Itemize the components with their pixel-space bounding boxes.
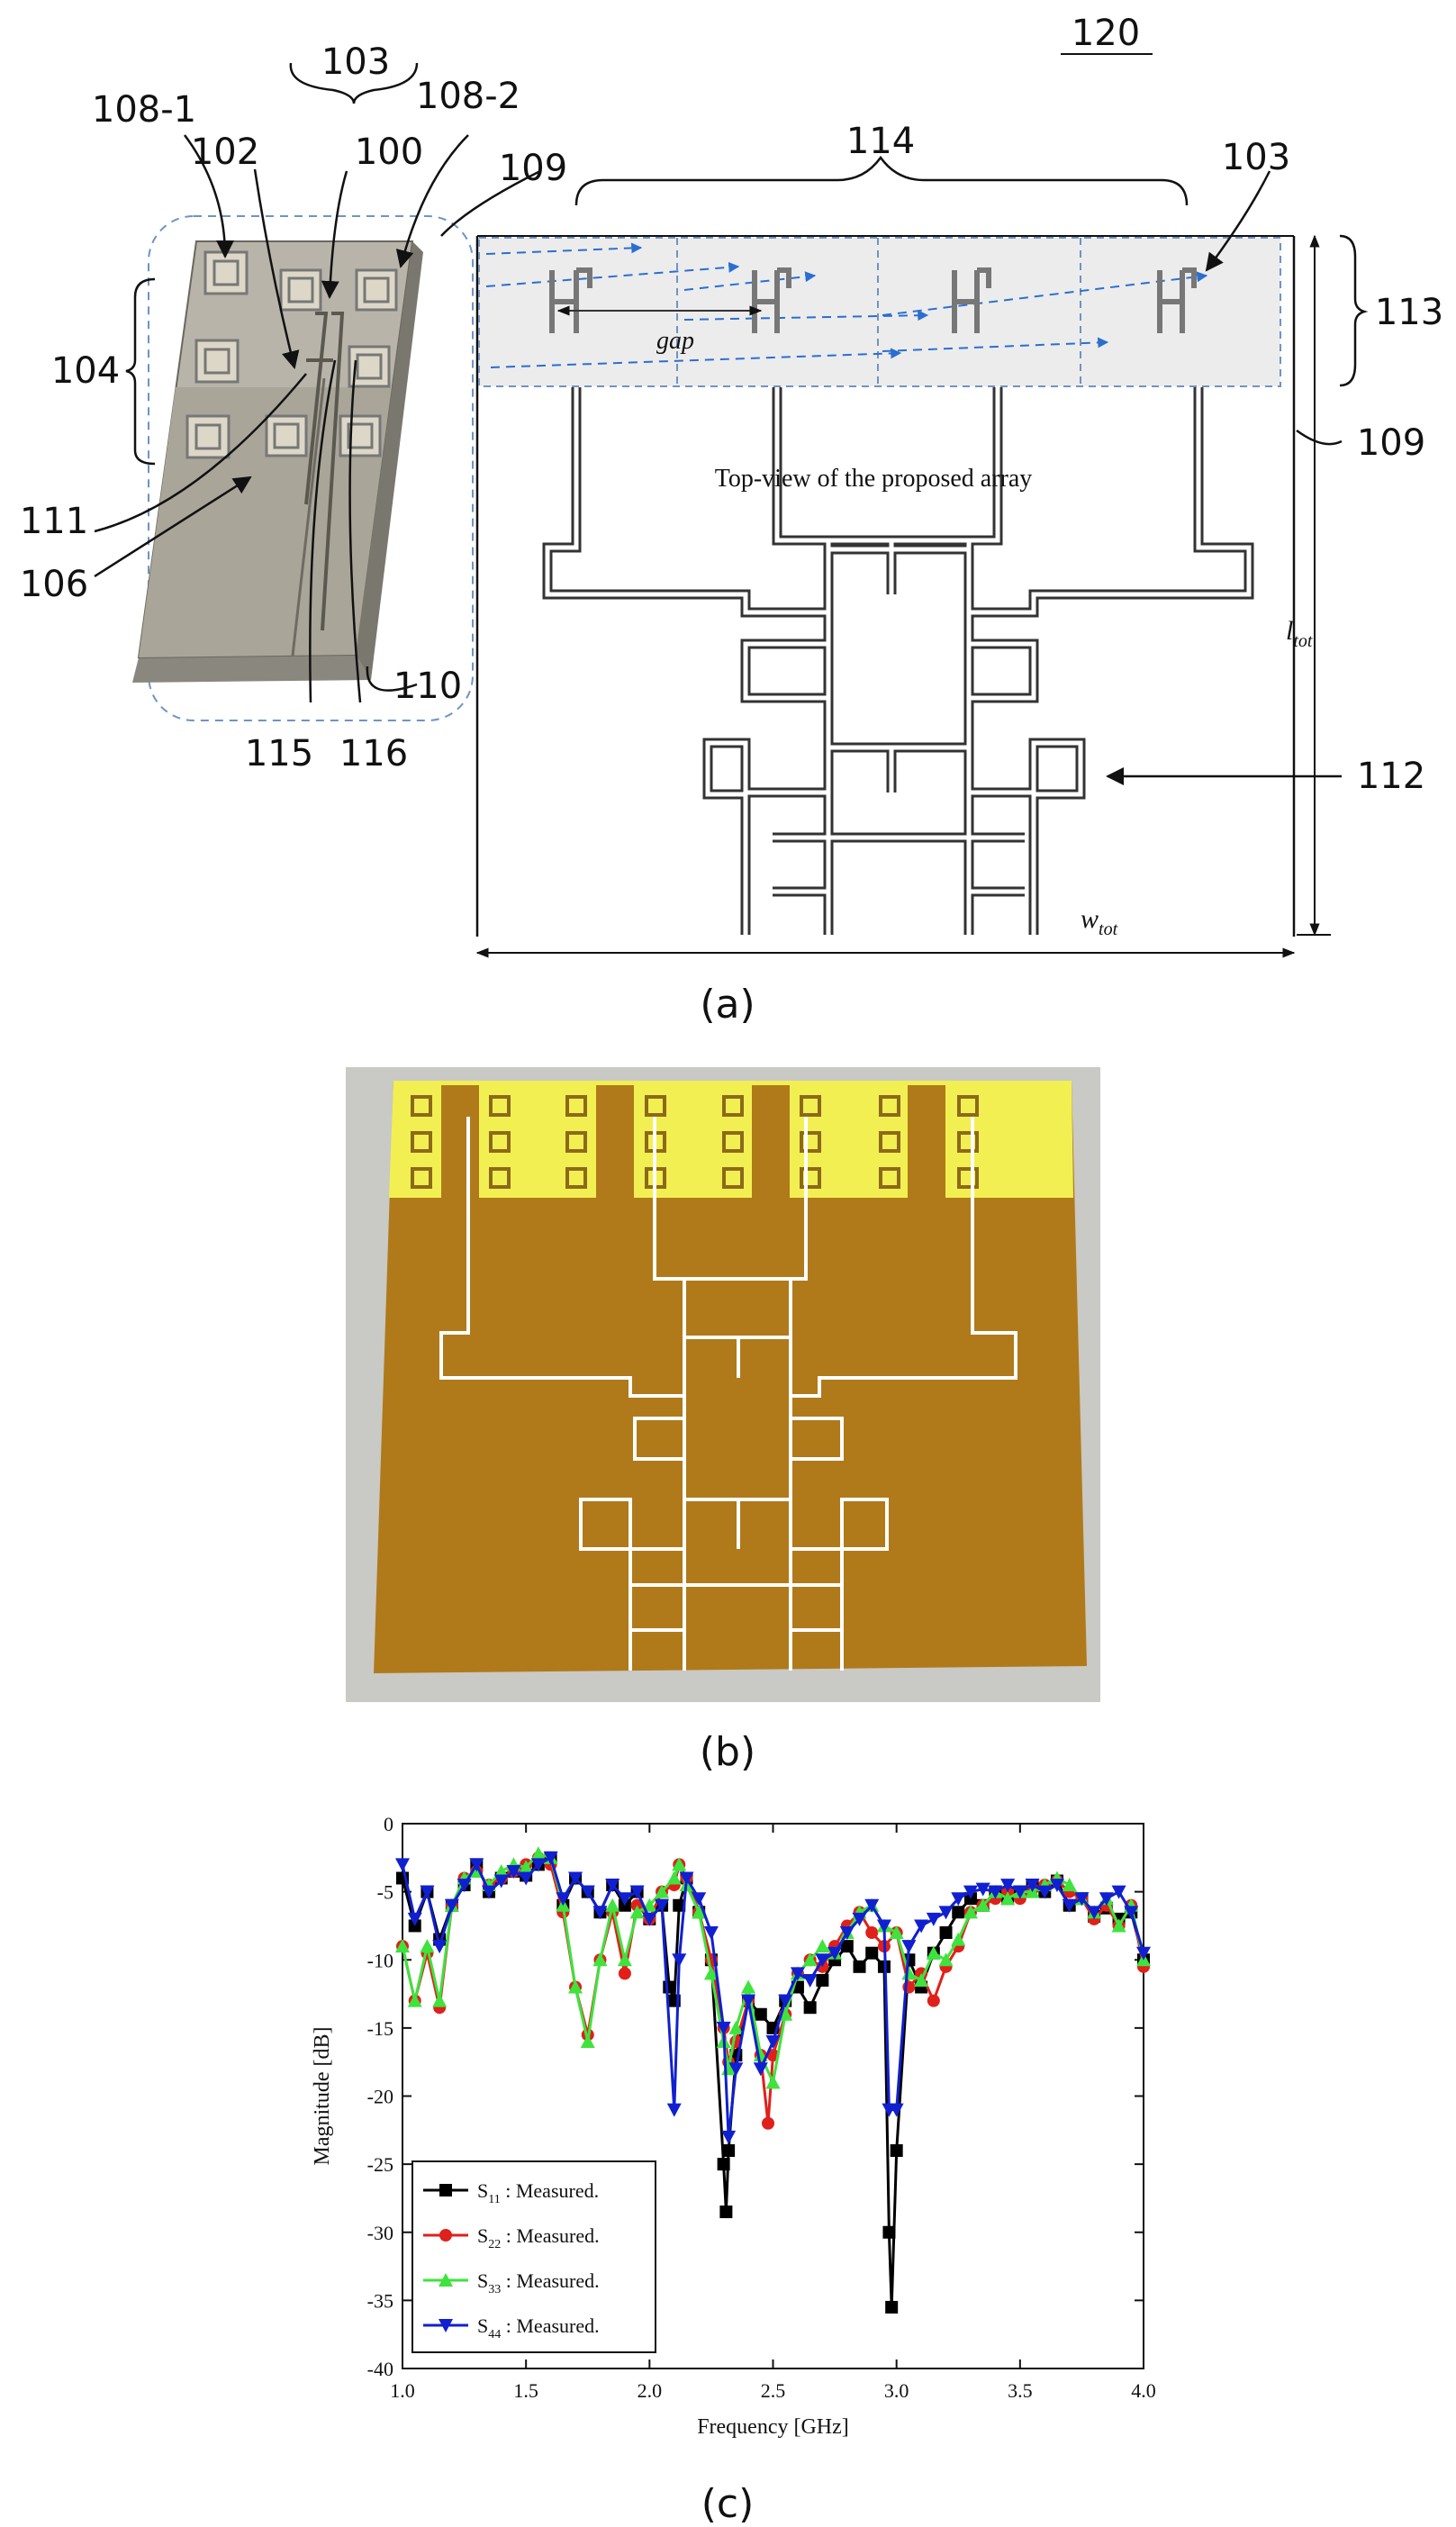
data-point-s11: [663, 1981, 675, 1994]
legend-marker-s11: [439, 2184, 452, 2196]
wtot-label: wtot: [1081, 904, 1118, 939]
ref-114: 114: [846, 121, 915, 162]
x-tick-label: 3.5: [1008, 2379, 1033, 2402]
ref-106: 106: [20, 564, 88, 605]
x-tick-label: 1.0: [390, 2379, 415, 2402]
data-point-s11: [882, 2226, 895, 2239]
ref-116: 116: [339, 733, 408, 774]
data-point-s11: [885, 2301, 898, 2314]
data-point-s11: [718, 2158, 730, 2170]
data-point-s11: [940, 1926, 953, 1939]
ltot-label: ltot: [1286, 616, 1313, 651]
data-point-s11: [722, 2144, 735, 2157]
ref-103-top: 103: [321, 41, 390, 83]
y-tick-label: -25: [367, 2153, 393, 2176]
panel-c: 1.0 1.5 2.0 2.5 3.0 3.5 4.0 0 -5 -10 -15 -20 -25 -30 -…: [311, 1813, 1156, 2527]
x-tick-label: 1.5: [513, 2379, 538, 2402]
figure-number: 120: [1072, 13, 1140, 54]
ltot-dimension: ltot: [1286, 236, 1331, 935]
panel-a: 120: [20, 13, 1443, 1028]
data-point-s11: [952, 1906, 964, 1918]
ref-109-right: 109: [1357, 422, 1425, 464]
data-point-s11: [816, 1974, 828, 1987]
x-tick-label: 2.5: [761, 2379, 786, 2402]
ref-109-top: 109: [499, 148, 567, 189]
x-tick-label: 4.0: [1131, 2379, 1156, 2402]
legend-marker-s22: [439, 2229, 452, 2242]
x-axis-label: Frequency [GHz]: [697, 2415, 849, 2439]
data-point-s22: [619, 1967, 631, 1979]
data-point-s22: [762, 2117, 774, 2130]
y-tick-label: -40: [367, 2358, 393, 2380]
data-point-s11: [755, 2008, 767, 2021]
ref-100: 100: [355, 131, 423, 173]
data-point-s11: [865, 1947, 878, 1960]
caption-c: (c): [701, 2481, 755, 2527]
ref-103-right: 103: [1222, 137, 1290, 178]
single-element-3d-view: [132, 216, 473, 720]
y-tick-label: -5: [377, 1881, 393, 1904]
y-tick-label: -35: [367, 2289, 393, 2312]
array-top-view: gap: [477, 236, 1331, 953]
y-tick-label: -30: [367, 2222, 393, 2244]
data-point-s11: [804, 2001, 817, 2014]
y-axis-label: Magnitude [dB]: [311, 2027, 334, 2166]
data-point-s11: [854, 1961, 866, 1973]
x-tick-label: 2.0: [638, 2379, 663, 2402]
data-point-s11: [719, 2205, 732, 2218]
ref-102: 102: [191, 131, 259, 173]
y-tick-label: 0: [384, 1813, 393, 1835]
panel-b: (b): [346, 1067, 1100, 1775]
y-tick-label: -10: [367, 1949, 393, 1971]
y-tick-label: -20: [367, 2086, 393, 2108]
ref-110: 110: [393, 666, 462, 707]
wtot-dimension: wtot: [477, 904, 1294, 953]
y-tick-label: -15: [367, 2017, 393, 2040]
caption-a: (a): [700, 982, 755, 1028]
ref-108-2: 108-2: [416, 76, 520, 117]
gap-label: gap: [656, 327, 694, 355]
caption-b: (b): [700, 1729, 755, 1775]
ref-115: 115: [245, 733, 313, 774]
data-point-s11: [891, 2144, 903, 2157]
ref-113: 113: [1375, 292, 1443, 333]
s-parameter-chart: 1.0 1.5 2.0 2.5 3.0 3.5 4.0 0 -5 -10 -15 -20 -25 -30 -…: [311, 1813, 1156, 2439]
ref-104: 104: [51, 350, 120, 392]
topview-label: Top-view of the proposed array: [715, 465, 1033, 493]
ref-108-1: 108-1: [92, 89, 196, 131]
x-tick-label: 3.0: [884, 2379, 909, 2402]
ref-112: 112: [1357, 756, 1425, 797]
ref-111: 111: [20, 501, 88, 542]
data-point-s22: [865, 1926, 878, 1939]
data-point-s22: [927, 1995, 940, 2007]
substrate-bottom-face: [132, 655, 371, 683]
